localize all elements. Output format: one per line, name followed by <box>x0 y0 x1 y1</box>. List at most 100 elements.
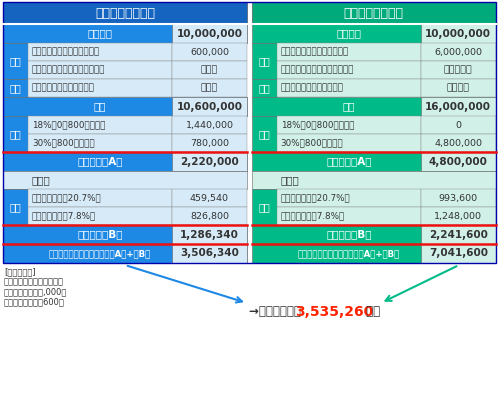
Bar <box>172 61 247 79</box>
Bar <box>28 61 172 79</box>
Text: 459,540: 459,540 <box>190 193 229 203</box>
Text: 10,000,000: 10,000,000 <box>426 28 492 39</box>
Text: 当期利益　　：１,000万: 当期利益 ：１,000万 <box>4 287 68 296</box>
Text: 0: 0 <box>456 121 462 130</box>
Bar <box>172 244 247 263</box>
Bar <box>3 152 247 171</box>
Text: 地方税額（B）: 地方税額（B） <box>326 229 372 240</box>
Bar <box>421 225 496 244</box>
Bar <box>252 152 496 171</box>
Bar <box>421 189 496 207</box>
Text: 税率: 税率 <box>258 202 270 212</box>
Text: 地方税: 地方税 <box>280 175 299 185</box>
Text: 法人税額（A）: 法人税額（A） <box>78 156 123 167</box>
Bar <box>172 189 247 207</box>
Text: 適用可: 適用可 <box>201 84 218 93</box>
Text: 地方税: 地方税 <box>32 175 50 185</box>
Bar <box>276 207 421 225</box>
Bar <box>252 79 276 97</box>
Bar <box>276 134 421 152</box>
Text: 所得: 所得 <box>94 102 106 112</box>
Bar <box>276 116 421 134</box>
Text: 加算: 加算 <box>258 56 270 66</box>
Text: 所得: 所得 <box>342 102 355 112</box>
Bar <box>252 43 276 79</box>
Bar <box>172 97 247 116</box>
Text: 6,000,000: 6,000,000 <box>434 48 482 56</box>
Text: 1,440,000: 1,440,000 <box>186 121 234 130</box>
Bar <box>276 61 421 79</box>
Bar <box>3 79 28 97</box>
Bar <box>421 61 496 79</box>
Text: 10,000,000: 10,000,000 <box>176 28 242 39</box>
Bar <box>28 79 172 97</box>
Text: 貸倒実績率: 貸倒実績率 <box>444 65 472 74</box>
Bar <box>3 189 28 225</box>
Text: →その差は最大: →その差は最大 <box>249 305 305 318</box>
Bar <box>252 24 496 43</box>
Text: 780,000: 780,000 <box>190 139 229 147</box>
Bar <box>421 207 496 225</box>
Bar <box>276 79 421 97</box>
Text: 30%（800万超〜）: 30%（800万超〜） <box>32 139 94 147</box>
Text: 税率: 税率 <box>10 129 22 139</box>
Bar <box>28 134 172 152</box>
Text: 事業税（税率：7.8%）: 事業税（税率：7.8%） <box>280 212 345 221</box>
Text: 地方税額（B）: 地方税額（B） <box>78 229 123 240</box>
Text: 中小法人優遇税制: 中小法人優遇税制 <box>95 6 155 19</box>
Text: 交際費の損金不算入（流出）: 交際費の損金不算入（流出） <box>32 48 100 56</box>
Text: に！: に！ <box>362 305 380 318</box>
Text: 4,800,000: 4,800,000 <box>434 139 482 147</box>
Bar <box>3 97 247 116</box>
Bar <box>421 79 496 97</box>
Bar <box>172 152 247 171</box>
Bar <box>252 244 496 263</box>
Text: 当期利益: 当期利益 <box>336 28 361 39</box>
Text: 減算: 減算 <box>258 83 270 93</box>
Text: 事業税（税率：7.8%）: 事業税（税率：7.8%） <box>32 212 96 221</box>
Text: 住民税（税率：20.7%）: 住民税（税率：20.7%） <box>32 193 102 203</box>
Text: 2,220,000: 2,220,000 <box>180 156 239 167</box>
Text: 18%（0〜800万以下）: 18%（0〜800万以下） <box>32 121 106 130</box>
Bar <box>276 43 421 61</box>
Bar <box>421 97 496 116</box>
Text: 交際費の損金不算入（流出）: 交際費の損金不算入（流出） <box>280 48 349 56</box>
Bar <box>172 43 247 61</box>
Bar <box>172 207 247 225</box>
Text: 交際費　　　：　600万: 交際費 ： 600万 <box>4 297 65 306</box>
Bar <box>421 152 496 171</box>
Bar <box>28 207 172 225</box>
Text: 16,000,000: 16,000,000 <box>426 102 492 112</box>
Bar <box>172 225 247 244</box>
Bar <box>3 24 247 43</box>
Bar <box>3 171 247 189</box>
Text: 欠損金の繰戻還付（流出）: 欠損金の繰戻還付（流出） <box>32 84 95 93</box>
Bar <box>172 134 247 152</box>
Bar <box>3 2 496 263</box>
Text: 選択制: 選択制 <box>201 65 218 74</box>
Text: 3,535,260: 3,535,260 <box>295 305 373 319</box>
Text: 1,248,000: 1,248,000 <box>434 212 482 221</box>
Bar <box>252 171 496 189</box>
Text: 2,241,600: 2,241,600 <box>429 229 488 240</box>
Bar <box>252 2 496 24</box>
Text: 貸倒引当金繰入超過額（留保）: 貸倒引当金繰入超過額（留保） <box>280 65 354 74</box>
Bar <box>172 116 247 134</box>
Text: 600,000: 600,000 <box>190 48 229 56</box>
Bar <box>252 116 276 152</box>
Bar <box>3 2 247 24</box>
Bar <box>421 116 496 134</box>
Text: 減算: 減算 <box>10 83 22 93</box>
Text: 18%（0〜800万以下）: 18%（0〜800万以下） <box>280 121 354 130</box>
Text: 税率: 税率 <box>258 129 270 139</box>
Bar <box>3 43 28 79</box>
Bar <box>421 43 496 61</box>
Text: 7,041,600: 7,041,600 <box>429 249 488 258</box>
Text: 税率: 税率 <box>10 202 22 212</box>
Text: 法人税額（A）: 法人税額（A） <box>326 156 372 167</box>
Bar <box>276 189 421 207</box>
Text: 欠損金の繰戻還付（流出）: 欠損金の繰戻還付（流出） <box>280 84 344 93</box>
Bar <box>3 225 247 244</box>
Bar <box>28 189 172 207</box>
Bar <box>252 225 496 244</box>
